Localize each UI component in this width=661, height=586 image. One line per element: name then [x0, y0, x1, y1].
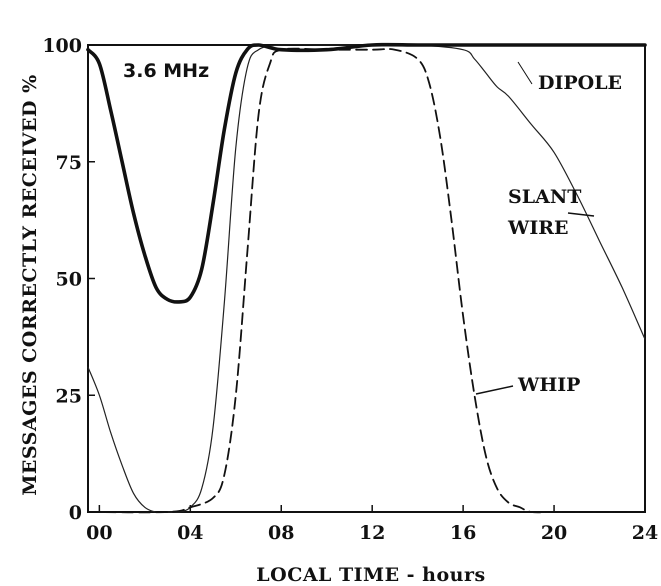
- x-tick-label: 04: [177, 522, 203, 544]
- leader-slant-wire: [567, 212, 595, 217]
- x-axis-label: LOCAL TIME - hours: [256, 564, 485, 586]
- y-tick-label: 100: [42, 35, 82, 57]
- leader-dipole: [517, 61, 533, 85]
- x-tick-label: 16: [450, 522, 476, 544]
- x-tick-label: 24: [632, 522, 658, 544]
- y-tick-label: 25: [56, 385, 82, 407]
- frequency-annotation: 3.6 MHz: [123, 60, 209, 82]
- label-dipole: DIPOLE: [538, 72, 622, 94]
- series-line-slant-wire: [86, 42, 647, 304]
- ticks-layer: 00 04 08 12 16 20 24 0 25 50 75 100: [42, 35, 658, 544]
- series-layer: [86, 42, 647, 514]
- label-slant: SLANT: [508, 186, 581, 208]
- label-whip: WHIP: [517, 374, 580, 396]
- series-line-dipole: [87, 44, 646, 513]
- y-tick-label: 50: [56, 269, 82, 291]
- plot-border: [87, 44, 646, 513]
- label-wire: WIRE: [507, 217, 569, 239]
- series-line-whip: [87, 47, 646, 514]
- x-tick-label: 08: [268, 522, 294, 544]
- leader-whip: [475, 385, 514, 395]
- plot-frame: [87, 44, 646, 513]
- x-tick-label: 00: [86, 522, 112, 544]
- y-tick-label: 75: [56, 152, 82, 174]
- x-tick-label: 12: [359, 522, 385, 544]
- y-axis-label: MESSAGES CORRECTLY RECEIVED %: [19, 74, 41, 495]
- x-tick-label: 20: [541, 522, 567, 544]
- y-tick-label: 0: [69, 502, 82, 524]
